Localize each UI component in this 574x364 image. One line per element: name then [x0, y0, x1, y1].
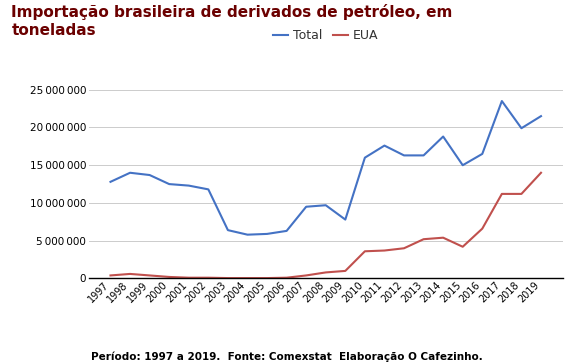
Text: Importação brasileira de derivados de petróleo, em
toneladas: Importação brasileira de derivados de pe… [11, 4, 453, 37]
Legend: Total, EUA: Total, EUA [268, 24, 383, 47]
Text: Período: 1997 a 2019.  Fonte: Comexstat  Elaboração O Cafezinho.: Período: 1997 a 2019. Fonte: Comexstat E… [91, 352, 483, 362]
